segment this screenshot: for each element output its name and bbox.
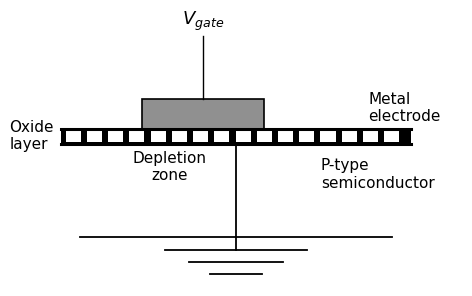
Bar (142, 99, 264, 129)
Bar (384, 131, 399, 142)
Text: P-type
semiconductor: P-type semiconductor (321, 158, 435, 191)
Bar (363, 131, 378, 142)
Bar (257, 131, 272, 142)
Bar (278, 131, 293, 142)
Bar (61, 129, 411, 144)
Bar (108, 131, 123, 142)
Bar (193, 131, 208, 142)
Bar (320, 131, 336, 142)
Bar (87, 131, 102, 142)
Bar (66, 131, 81, 142)
Text: Metal
electrode: Metal electrode (368, 92, 440, 124)
Bar (214, 131, 229, 142)
Bar (236, 131, 251, 142)
Text: Oxide
layer: Oxide layer (9, 120, 54, 152)
Bar (129, 131, 144, 142)
Bar (172, 131, 187, 142)
Bar (299, 131, 314, 142)
Text: V$_{\mathregular{gate}}$: V$_{\mathregular{gate}}$ (182, 9, 224, 33)
Bar (342, 131, 357, 142)
Text: Depletion
zone: Depletion zone (133, 151, 207, 184)
Bar (151, 131, 166, 142)
